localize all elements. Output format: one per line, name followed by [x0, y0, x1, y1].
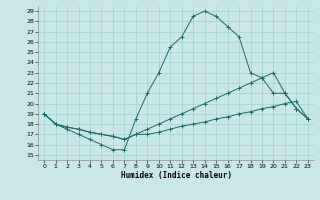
X-axis label: Humidex (Indice chaleur): Humidex (Indice chaleur) — [121, 171, 231, 180]
